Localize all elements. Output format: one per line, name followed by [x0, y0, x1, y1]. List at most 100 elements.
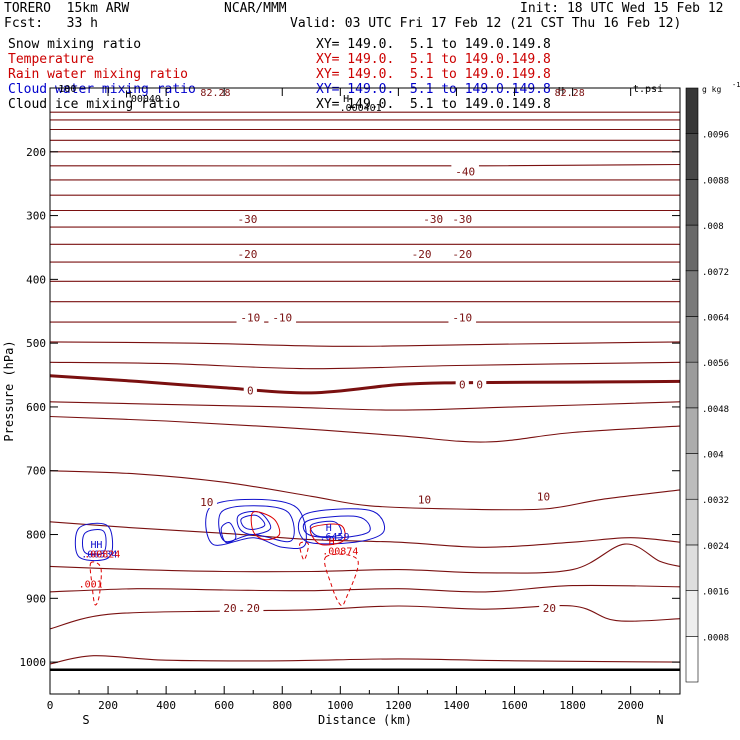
legend-xy-cloud-water: XY= 149.0. 5.1 to 149.0.149.8: [316, 82, 551, 97]
temperature-contour: [50, 401, 680, 411]
colorbar-bin: [685, 544, 699, 591]
field-annotation: H: [343, 94, 349, 105]
contour-label-bg: [448, 246, 477, 260]
contour-label: 20: [247, 602, 260, 615]
x-tick-label: 600: [214, 699, 234, 712]
colorbar-bin: [685, 179, 699, 226]
x-tick-label: 1000: [327, 699, 354, 712]
contour-label: -10: [452, 312, 472, 325]
colorbar-tick-label: .0008: [702, 633, 729, 643]
cloud-water-contour: [81, 529, 107, 556]
cloud-water-contour: [205, 498, 307, 550]
temperature-contour: [50, 163, 680, 167]
field-annotation: .00824: [84, 550, 120, 561]
field-annotation: 82.28: [555, 88, 585, 99]
contour-label: -10: [272, 312, 292, 325]
temperature-contour: [50, 584, 680, 593]
plot-frame: [49, 87, 681, 695]
contour-label: 20: [223, 602, 236, 615]
contour-label-bg: [448, 211, 477, 225]
contour-label: -30: [452, 213, 472, 226]
x-tick-label: 400: [156, 699, 176, 712]
colorbar-bin: [685, 453, 699, 500]
colorbar-bin: [685, 133, 699, 180]
colorbar-bin: [685, 87, 699, 134]
colorbar-tick-label: .0088: [702, 176, 729, 186]
contour-label: 0: [476, 379, 483, 392]
x-tick-label: 2000: [617, 699, 644, 712]
contour-label: 0: [459, 379, 466, 392]
axes: 0 200 400 600 800 1000 1200 1400 1600 1800 2000200…: [20, 87, 680, 712]
field-annotation: .000401: [340, 103, 382, 114]
legend-xy-temperature: XY= 149.0. 5.1 to 149.0.149.8: [316, 52, 551, 67]
temperature-contour: [50, 521, 680, 548]
legend-name-rain: Rain water mixing ratio: [8, 67, 189, 82]
valid-time: Valid: 03 UTC Fri 17 Feb 12 (21 CST Thu …: [290, 16, 682, 31]
contour-labels: -40-30 -30 -30-20 -20 -20-10 -10 -100 0 010 10 102…: [196, 164, 560, 615]
contour-label: -20: [452, 248, 472, 261]
legend-name-temperature: Temperature: [8, 52, 95, 67]
cloud-water-contour: [302, 515, 371, 539]
temperature-contour: [50, 415, 680, 443]
colorbar-bin: [685, 498, 699, 546]
colorbar-unit: g kg: [702, 85, 721, 94]
temperature-contour: [50, 605, 680, 630]
contour-label: -20: [237, 248, 257, 261]
contour-label: -40: [455, 166, 475, 179]
contour-label-bg: [196, 494, 217, 508]
field-annotation: 82.28: [200, 88, 230, 99]
colorbar-bin: [685, 590, 699, 637]
temperature-contour: [50, 655, 680, 665]
colorbar-tick-label: .0016: [702, 588, 729, 598]
colorbar-bin: [685, 316, 699, 363]
field-annotation: H: [91, 540, 97, 551]
init-time: Init: 18 UTC Wed 15 Feb 12: [520, 1, 724, 16]
y-tick-label: 900: [26, 592, 46, 605]
legend-name-cloud-ice: Cloud ice mixing ratio: [8, 97, 181, 112]
contour-label: -20: [412, 248, 432, 261]
field-annotation: .06534: [81, 550, 117, 561]
colorbar-tick-label: .008: [702, 222, 724, 232]
y-tick-label: 800: [26, 529, 46, 542]
cloud-water-contour: [309, 520, 342, 538]
freezing-contour: [50, 374, 680, 395]
rain-contour: [89, 561, 102, 606]
temperature-contour: [50, 470, 680, 511]
legend-xy-cloud-ice: XY= 149.0. 5.1 to 149.0.149.8: [316, 97, 551, 112]
contour-label: -30: [237, 213, 257, 226]
x-axis-south: S: [82, 713, 89, 727]
x-tick-label: 800: [272, 699, 292, 712]
field-annotation: H: [558, 86, 564, 97]
rain-contour: [299, 541, 309, 561]
field-annotation: H: [329, 537, 335, 548]
rain-contour: [324, 553, 359, 607]
contour-label-bg: [448, 310, 477, 324]
contour-label-bg: [243, 600, 264, 614]
rain-contour: [309, 523, 346, 546]
contour-label-bg: [236, 310, 265, 324]
colorbar-unit-exponent: -1: [732, 81, 740, 89]
colorbar-tick-label: .0064: [702, 313, 729, 323]
cloud-water-contour: [297, 508, 385, 545]
field-annotation: H: [96, 540, 102, 551]
y-tick-label: 300: [26, 210, 46, 223]
legend-xy-rain: XY= 149.0. 5.1 to 149.0.149.8: [316, 67, 551, 82]
contour-label: 10: [418, 493, 431, 506]
forecast-hour: Fcst: 33 h: [4, 16, 98, 31]
field-annotation: .6459: [319, 532, 349, 543]
field-annotation: t.psi: [633, 84, 663, 95]
colorbar-bin: [685, 224, 699, 272]
temperature-contours: [50, 111, 680, 672]
y-tick-label: 500: [26, 337, 46, 350]
colorbar-tick-label: .0048: [702, 405, 729, 415]
colorbar-tick-label: .0032: [702, 496, 729, 506]
temperature-contour: [50, 543, 680, 574]
contour-label-bg: [455, 377, 469, 391]
x-tick-label: 1800: [559, 699, 586, 712]
center-title: NCAR/MMM: [224, 1, 287, 16]
contour-label-bg: [539, 600, 560, 614]
contour-label-bg: [451, 164, 479, 178]
x-axis-north: N: [656, 713, 663, 727]
x-axis-label: Distance (km): [318, 713, 412, 727]
rain-contours: [89, 511, 359, 607]
